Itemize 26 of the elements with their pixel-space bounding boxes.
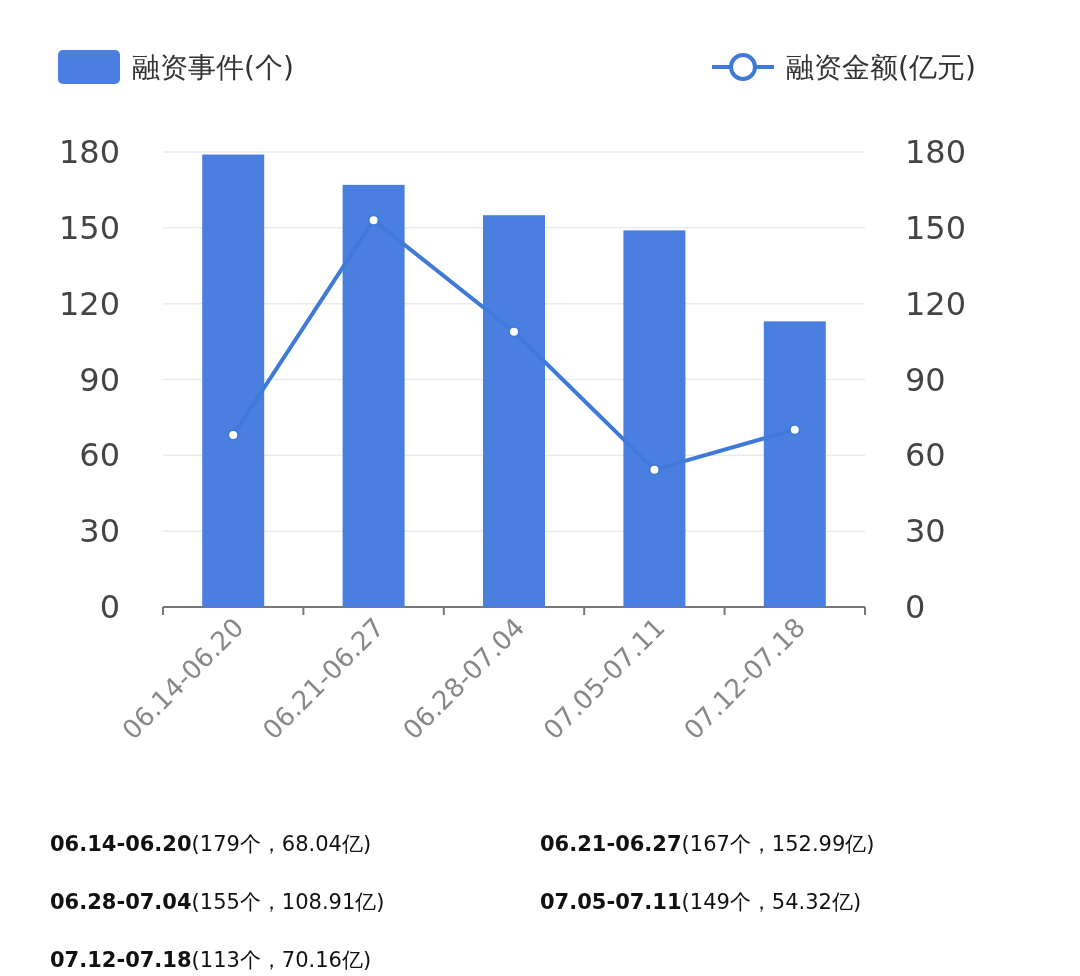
point bbox=[788, 423, 801, 436]
point bbox=[367, 214, 380, 227]
y2-tick-label: 180 bbox=[905, 133, 967, 171]
y-tick-label: 120 bbox=[58, 284, 120, 323]
y2-tick-label: 0 bbox=[905, 588, 926, 626]
text: 06.28-07.04(155个，108.91亿) bbox=[50, 890, 385, 914]
y2-tick-label: 150 bbox=[905, 208, 967, 247]
point bbox=[227, 429, 240, 442]
y2-tick-label: 90 bbox=[905, 360, 946, 399]
y-tick-label: 60 bbox=[79, 436, 120, 475]
y-tick-label: 150 bbox=[58, 208, 120, 247]
y-tick-label: 30 bbox=[79, 512, 120, 551]
text: 06.21-06.27(167个，152.99亿) bbox=[540, 832, 875, 856]
y2-tick-label: 30 bbox=[905, 512, 946, 551]
y-tick-label: 90 bbox=[79, 360, 120, 399]
y2-tick-label: 60 bbox=[905, 436, 946, 475]
y-tick-label: 180 bbox=[58, 133, 120, 171]
text: 07.12-07.18(113个，70.16亿) bbox=[50, 948, 372, 972]
point bbox=[648, 463, 661, 476]
y-tick-label: 0 bbox=[99, 588, 120, 626]
text: 06.14-06.20(179个，68.04亿) bbox=[50, 832, 372, 856]
legend-label: 融资金额(亿元) bbox=[786, 51, 976, 84]
point bbox=[508, 325, 520, 338]
legend-label: 融资事件(个) bbox=[132, 51, 294, 84]
text: 07.05-07.11(149个，54.32亿) bbox=[540, 890, 862, 914]
y2-tick-label: 120 bbox=[905, 284, 967, 323]
